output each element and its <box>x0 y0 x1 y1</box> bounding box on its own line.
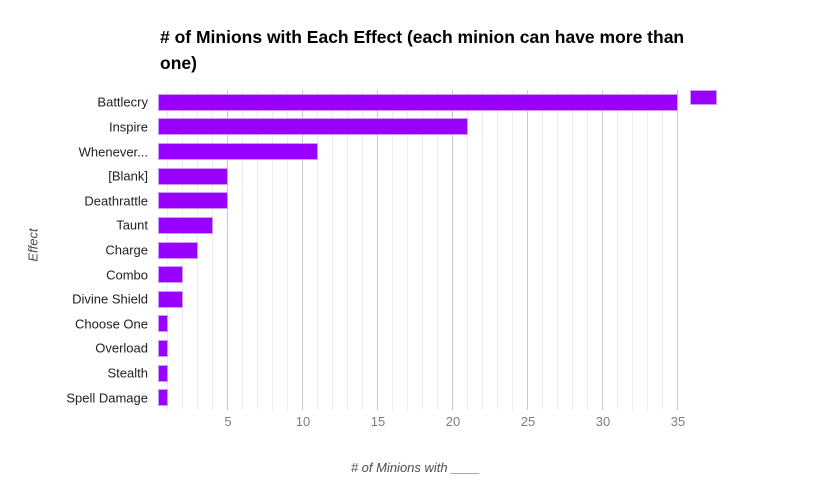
major-gridline <box>227 90 228 410</box>
bar <box>158 93 678 111</box>
bar <box>158 241 198 259</box>
bar <box>158 339 168 357</box>
category-label: Charge <box>105 242 148 258</box>
minor-gridline <box>362 90 363 410</box>
category-label: Taunt <box>116 217 148 233</box>
x-tick-label: 30 <box>595 414 611 429</box>
bar <box>158 266 183 284</box>
category-label: [Blank] <box>108 168 148 184</box>
bar <box>158 364 168 382</box>
minor-gridline <box>617 90 618 410</box>
bar <box>158 389 168 407</box>
minor-gridline <box>647 90 648 410</box>
category-label: Divine Shield <box>72 291 148 307</box>
plot-area <box>153 90 678 410</box>
minor-gridline <box>467 90 468 410</box>
minor-gridline <box>572 90 573 410</box>
major-gridline <box>677 90 678 410</box>
bar <box>158 216 213 234</box>
minor-gridline <box>632 90 633 410</box>
x-tick-label: 20 <box>445 414 461 429</box>
minor-gridline <box>317 90 318 410</box>
major-gridline <box>527 90 528 410</box>
minor-gridline <box>242 90 243 410</box>
category-label: Battlecry <box>97 94 148 110</box>
major-gridline <box>302 90 303 410</box>
minor-gridline <box>497 90 498 410</box>
legend-swatch <box>690 90 717 105</box>
x-tick-label: 15 <box>370 414 386 429</box>
x-tick-label: 5 <box>224 414 232 429</box>
minor-gridline <box>392 90 393 410</box>
minor-gridline <box>422 90 423 410</box>
category-label: Choose One <box>75 316 148 332</box>
category-label: Spell Damage <box>66 390 148 406</box>
bar <box>158 143 318 161</box>
category-axis: Battlecry Inspire Whenever... [Blank] Deathr… <box>0 90 148 410</box>
x-tick-label: 25 <box>520 414 536 429</box>
bar <box>158 315 168 333</box>
category-label: Deathrattle <box>84 193 148 209</box>
minor-gridline <box>512 90 513 410</box>
minor-gridline <box>257 90 258 410</box>
x-tick-label: 35 <box>670 414 686 429</box>
minor-gridline <box>332 90 333 410</box>
major-gridline <box>377 90 378 410</box>
minor-gridline <box>347 90 348 410</box>
bar <box>158 118 468 136</box>
bar <box>158 192 228 210</box>
bar <box>158 167 228 185</box>
category-label: Inspire <box>108 119 148 135</box>
minor-gridline <box>587 90 588 410</box>
x-axis-title: # of Minions with ____ <box>350 460 481 475</box>
bar <box>158 290 183 308</box>
minor-gridline <box>212 90 213 410</box>
minor-gridline <box>437 90 438 410</box>
major-gridline <box>602 90 603 410</box>
category-label: Whenever... <box>78 144 148 160</box>
minor-gridline <box>272 90 273 410</box>
chart-title: # of Minions with Each Effect (each mini… <box>160 27 685 73</box>
minor-gridline <box>407 90 408 410</box>
minor-gridline <box>542 90 543 410</box>
category-label: Combo <box>106 267 148 283</box>
category-label: Stealth <box>107 365 148 381</box>
category-label: Overload <box>95 340 148 356</box>
x-axis-ticks: 5 10 15 20 25 30 35 <box>153 414 685 430</box>
minor-gridline <box>557 90 558 410</box>
x-tick-label: 10 <box>295 414 311 429</box>
minor-gridline <box>287 90 288 410</box>
minor-gridline <box>662 90 663 410</box>
minor-gridline <box>482 90 483 410</box>
major-gridline <box>452 90 453 410</box>
